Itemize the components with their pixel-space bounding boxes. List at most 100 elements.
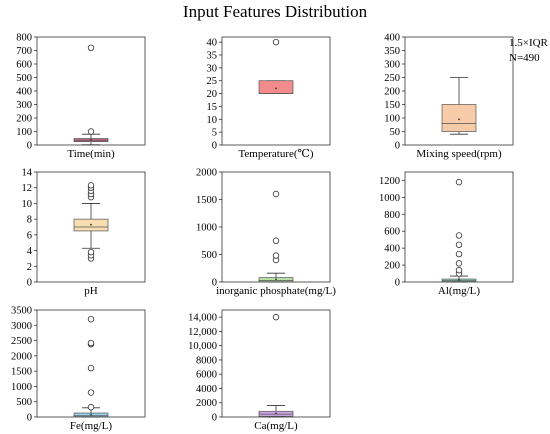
panel-4: 0 2 4 6 8 10 12 14 pH <box>22 168 146 297</box>
y-tick-label: 15 <box>207 102 218 113</box>
y-tick-label: 100 <box>16 127 32 138</box>
y-tick-label: 0 <box>212 413 217 424</box>
y-tick-label: 250 <box>384 73 400 84</box>
y-tick-label: 3000 <box>11 321 32 332</box>
y-tick-label: 40 <box>207 38 218 49</box>
y-tick-label: 4 <box>27 246 33 257</box>
panel-5: 0 500 1000 1500 2000 inorganic phosphate(mg/L… <box>196 168 336 298</box>
chart-title: Input Features Distribution <box>182 2 368 21</box>
mean-marker <box>458 278 460 281</box>
y-tick-label: 150 <box>384 100 400 111</box>
y-tick-label: 8000 <box>196 355 217 366</box>
outlier-point <box>87 339 95 347</box>
whisker-rule-label: 1.5×IQR <box>509 37 549 49</box>
panel-label: Time(min) <box>67 148 115 160</box>
outlier-point <box>272 190 280 198</box>
mean-marker <box>90 138 92 141</box>
y-tick-label: 200 <box>384 87 400 98</box>
y-tick-label: 10,000 <box>188 341 217 352</box>
y-tick-label: 10 <box>22 199 33 210</box>
outlier-point <box>87 44 95 51</box>
panel-3: 0 50 100 150 200 250 300 350 400 Mixing speed(rpm… <box>384 33 514 160</box>
y-tick-label: 800 <box>16 33 32 44</box>
outlier-point <box>87 182 95 189</box>
y-tick-label: 1000 <box>11 382 32 393</box>
panel-6: 0 200 400 600 800 1000 1200 Al(mg/L) <box>379 171 514 297</box>
outlier-point <box>455 232 463 239</box>
outlier-point <box>272 38 280 46</box>
y-tick-label: 400 <box>384 244 400 255</box>
y-tick-label: 5 <box>212 128 217 139</box>
panel-8: 0 2000 4000 6000 8000 10,000 12,000 14,000 Ca(mg… <box>188 309 331 432</box>
y-tick-label: 6000 <box>196 370 217 381</box>
outlier-point <box>87 404 95 411</box>
box <box>441 104 477 132</box>
outlier-point <box>455 250 463 258</box>
y-tick-label: 1500 <box>196 195 217 206</box>
y-tick-label: 400 <box>384 33 400 44</box>
plot-frame <box>221 36 331 146</box>
y-tick-label: 600 <box>384 227 400 238</box>
y-tick-label: 2000 <box>11 351 32 362</box>
y-tick-label: 100 <box>384 114 400 125</box>
y-tick-label: 200 <box>16 114 32 125</box>
box <box>258 80 294 94</box>
panel-label: Mixing speed(rpm) <box>416 148 502 160</box>
panel-label: Ca(mg/L) <box>254 420 298 432</box>
y-tick-label: 8 <box>27 215 32 226</box>
y-tick-label: 400 <box>16 87 32 98</box>
y-tick-label: 500 <box>16 397 32 408</box>
y-tick-label: 14 <box>22 168 33 179</box>
mean-marker <box>90 413 92 416</box>
panel-7: 0 500 1000 1500 2000 2500 3000 3500 Fe(mg/L) <box>11 306 146 432</box>
outlier-point <box>272 237 280 244</box>
y-tick-label: 35 <box>207 51 218 62</box>
mean-marker <box>275 87 277 90</box>
y-tick-label: 3500 <box>11 306 32 317</box>
y-tick-label: 1200 <box>379 176 400 187</box>
y-tick-label: 300 <box>16 100 32 111</box>
y-tick-label: 0 <box>395 278 400 289</box>
plot-frame <box>221 309 331 418</box>
y-tick-label: 350 <box>384 46 400 57</box>
panel-label: Temperature(℃) <box>238 148 313 160</box>
y-tick-label: 0 <box>212 278 217 289</box>
y-tick-label: 4000 <box>196 384 217 395</box>
y-tick-label: 30 <box>207 63 218 74</box>
outlier-point <box>455 241 463 248</box>
y-tick-label: 2000 <box>196 168 217 179</box>
y-tick-label: 500 <box>201 250 217 261</box>
outlier-point <box>87 389 95 396</box>
y-tick-label: 6 <box>27 230 32 241</box>
y-tick-label: 800 <box>384 210 400 221</box>
panel-label: Al(mg/L) <box>438 285 480 297</box>
mean-marker <box>458 118 460 121</box>
outlier-point <box>87 128 95 135</box>
outlier-point <box>87 315 95 323</box>
y-tick-label: 600 <box>16 60 32 71</box>
y-tick-label: 1000 <box>379 193 400 204</box>
mean-marker <box>275 278 277 281</box>
y-tick-label: 12,000 <box>188 327 217 338</box>
plot-frame <box>36 309 146 418</box>
outlier-point <box>455 178 463 186</box>
mean-marker <box>275 412 277 415</box>
y-tick-label: 0 <box>395 141 400 152</box>
y-tick-label: 50 <box>390 127 401 138</box>
y-tick-label: 2 <box>27 262 32 273</box>
y-tick-label: 14,000 <box>188 313 217 324</box>
y-tick-label: 1500 <box>11 367 32 378</box>
panel-label: pH <box>84 285 98 297</box>
y-tick-label: 25 <box>207 76 218 87</box>
y-tick-label: 0 <box>27 141 32 152</box>
y-tick-label: 300 <box>384 60 400 71</box>
plot-frame <box>36 171 146 283</box>
outlier-point <box>272 252 280 259</box>
outlier-point <box>272 313 280 321</box>
y-tick-label: 0 <box>27 413 32 424</box>
panel-label: Fe(mg/L) <box>70 420 112 432</box>
y-tick-label: 0 <box>27 278 32 289</box>
outlier-point <box>455 266 463 274</box>
